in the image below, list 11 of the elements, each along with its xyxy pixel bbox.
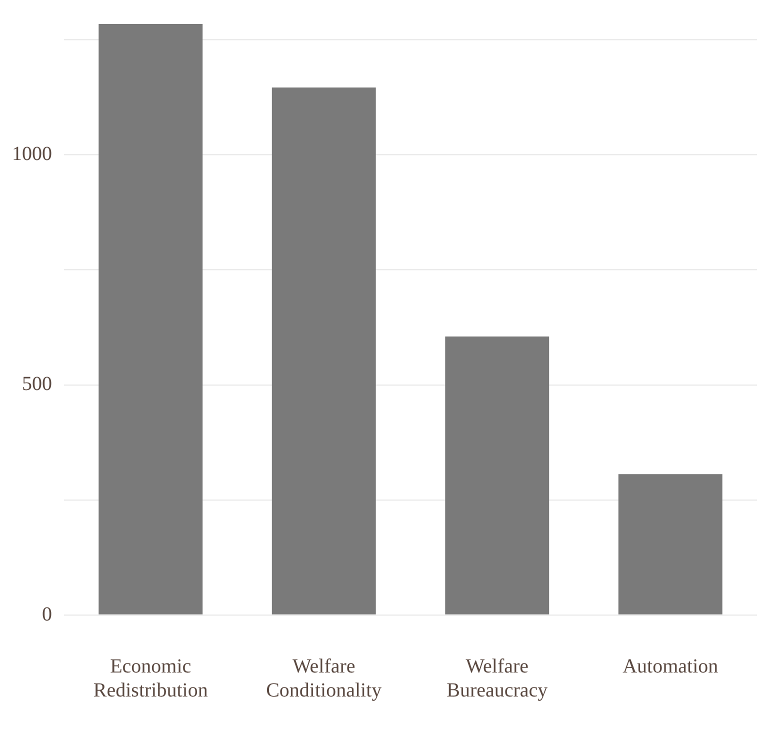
x-tick-label: Welfare Conditionality [266, 655, 382, 702]
bar [272, 88, 376, 614]
bar [618, 474, 722, 614]
y-tick-label: 500 [22, 373, 52, 396]
y-tick-label: 1000 [12, 142, 52, 165]
x-tick-label: Automation [622, 655, 718, 678]
bar [445, 336, 550, 614]
bar [98, 24, 203, 614]
x-tick-label: Welfare Bureaucracy [446, 655, 548, 702]
y-tick-label: 0 [42, 603, 52, 626]
x-tick-label: Economic Redistribution [93, 655, 208, 702]
